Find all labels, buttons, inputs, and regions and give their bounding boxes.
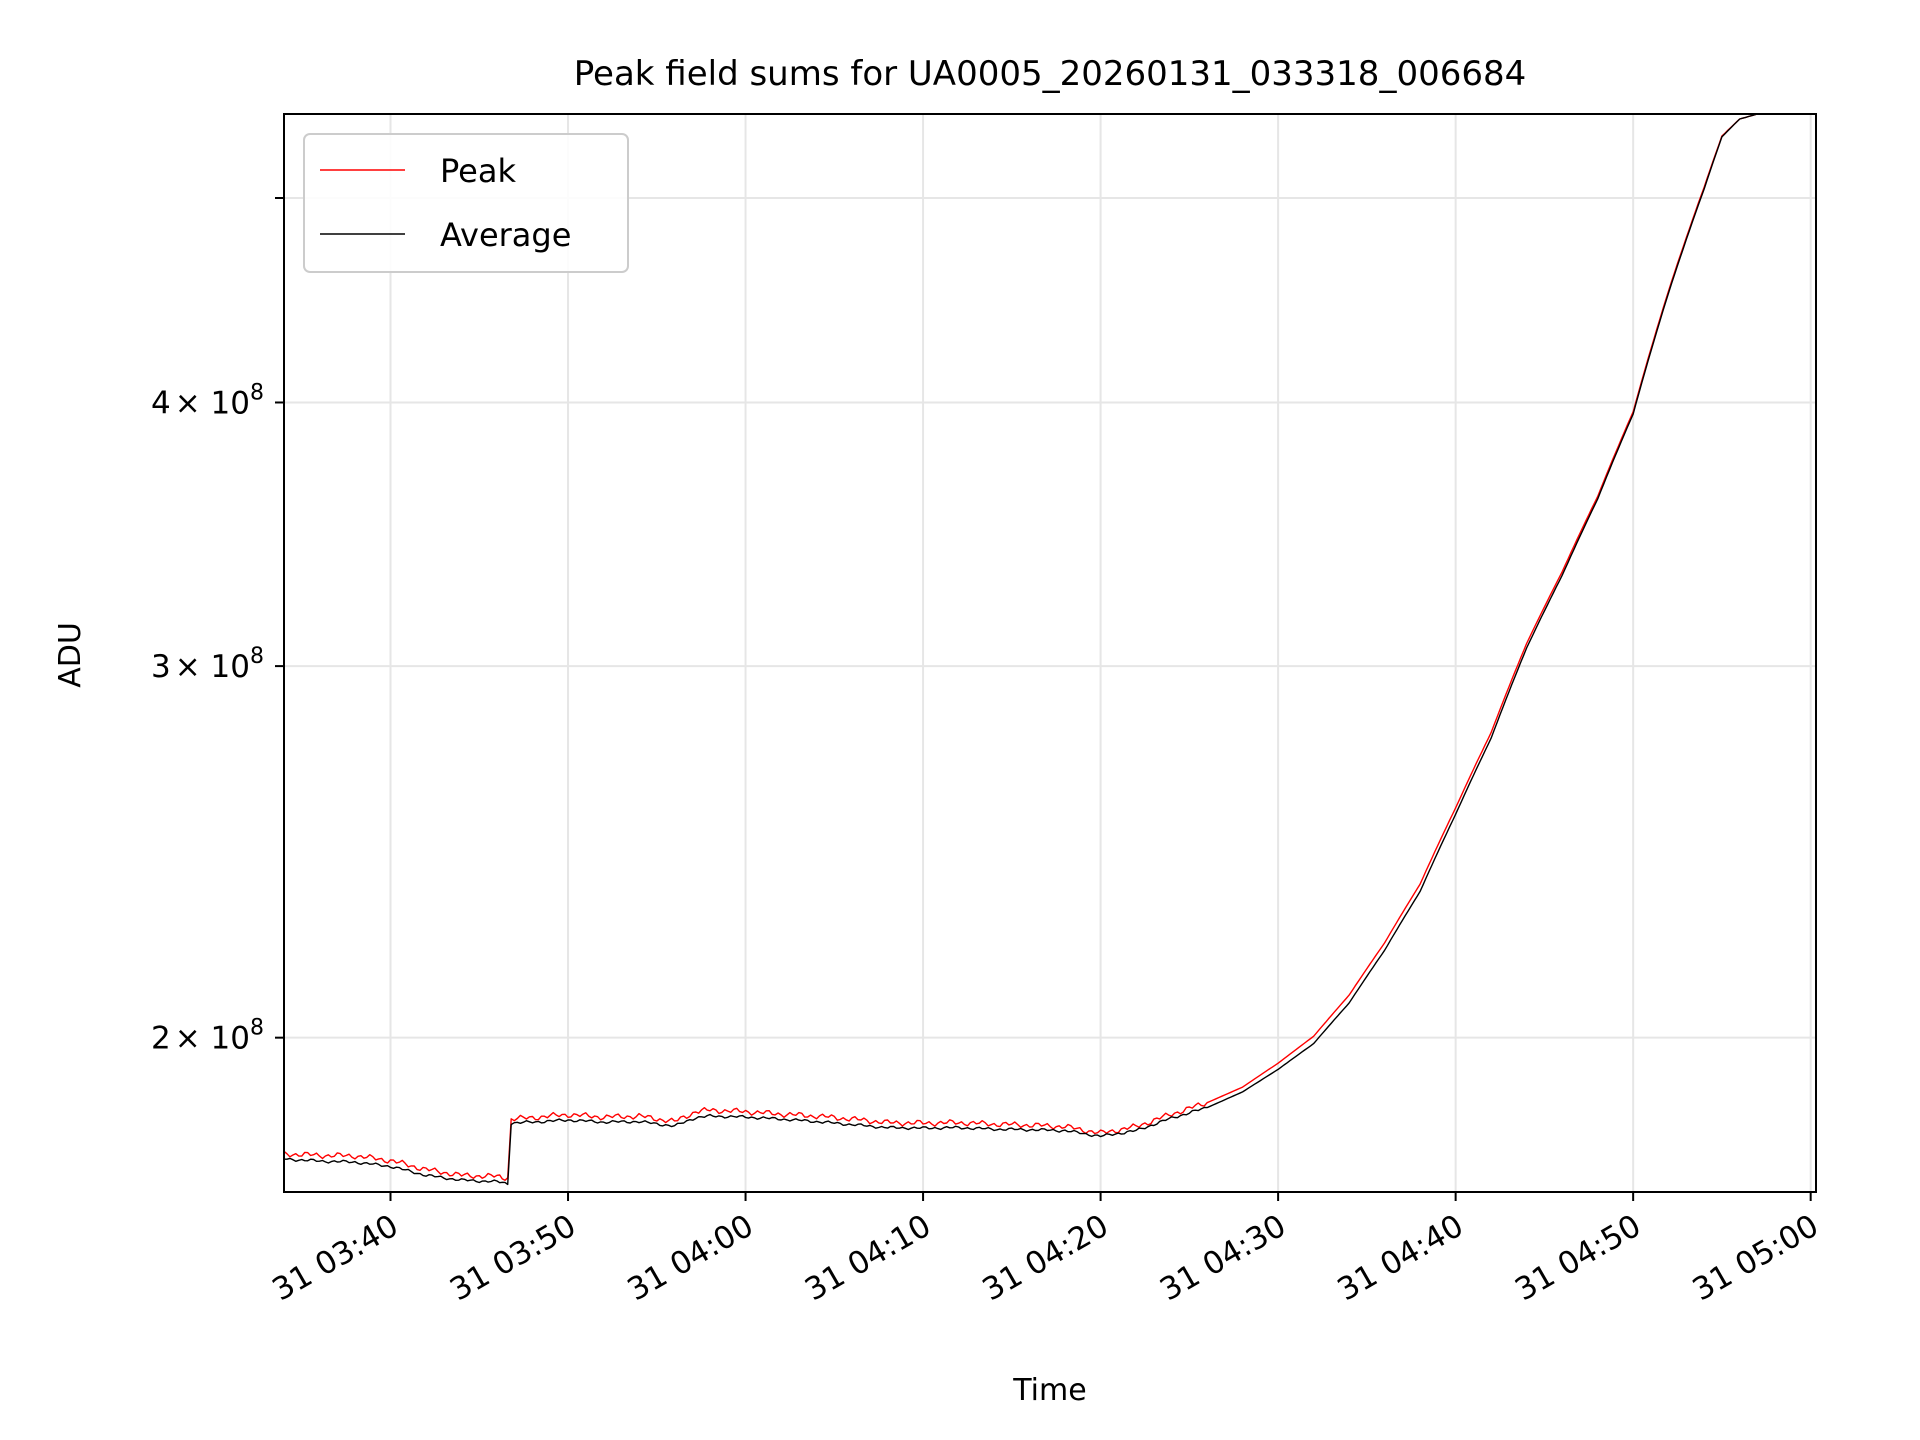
plot-area [283, 113, 1811, 1186]
y-axis-label: ADU [53, 622, 88, 688]
legend-box [303, 133, 629, 273]
grid [284, 114, 1816, 1192]
legend-label-average: Average [440, 216, 571, 254]
plot-frame [283, 113, 1817, 1193]
series-line-average [284, 113, 1811, 1186]
chart-title: Peak field sums for UA0005_20260131_0333… [574, 54, 1526, 94]
y-axis: 2 × 108 3 × 108 4 × 108 [151, 197, 284, 1057]
y-tick-label: 2 × 108 [151, 1016, 264, 1057]
legend: Peak Average [303, 133, 629, 273]
series-line-peak [283, 113, 1811, 1181]
y-tick-label: 3 × 108 [151, 644, 264, 685]
y-tick-label: 4 × 108 [151, 380, 264, 421]
legend-label-peak: Peak [440, 152, 516, 190]
x-axis-label: Time [1012, 1373, 1086, 1408]
